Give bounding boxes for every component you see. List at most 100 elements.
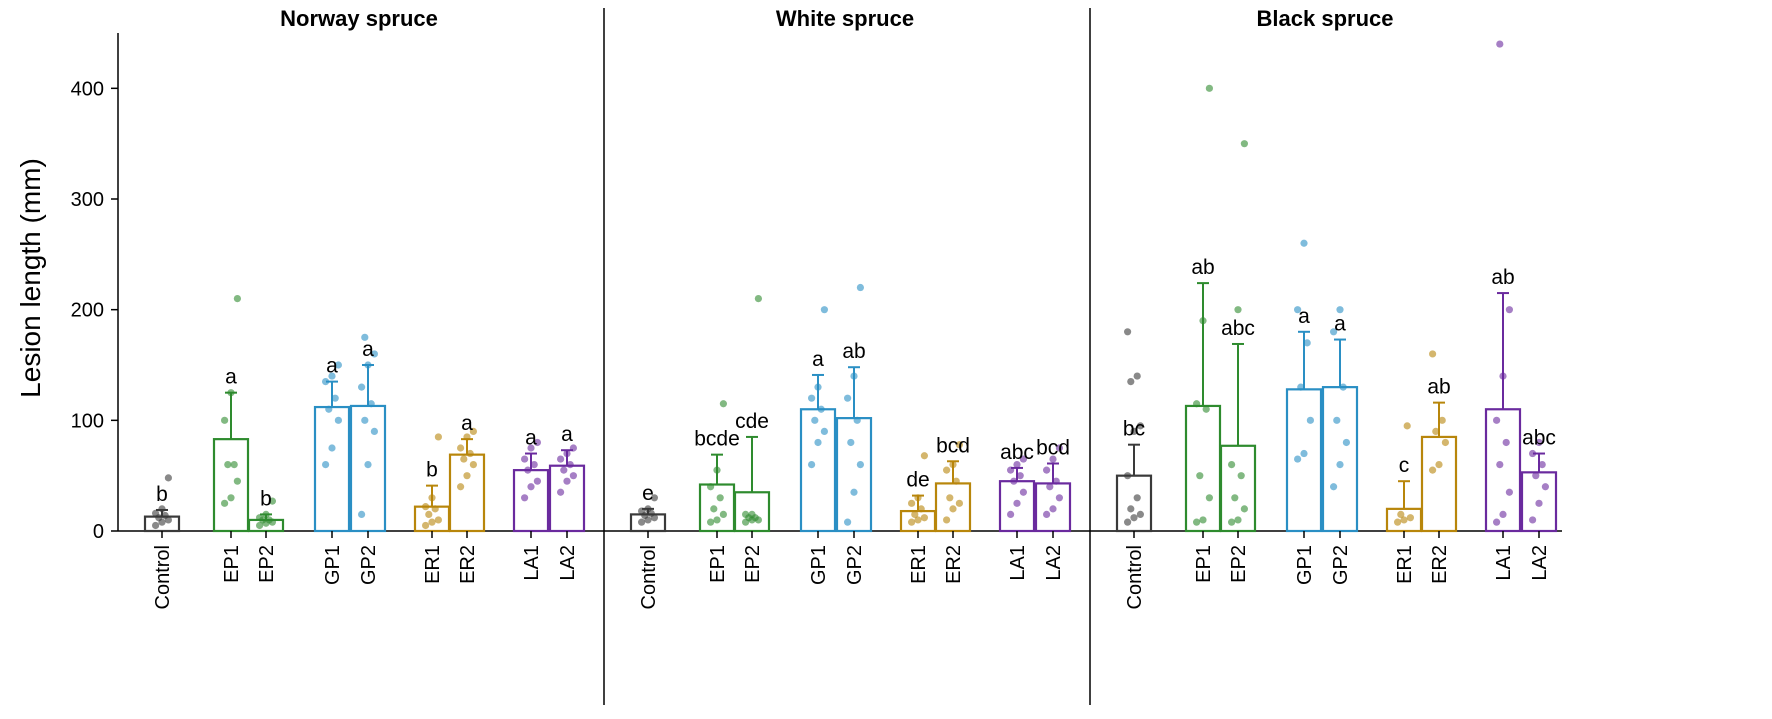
- category-label: ER1: [1394, 545, 1416, 584]
- bar-er2: [448, 453, 486, 533]
- data-point: [1234, 306, 1242, 314]
- data-point: [557, 488, 565, 496]
- data-point: [1010, 477, 1018, 485]
- data-point: [713, 516, 721, 524]
- data-point: [1130, 427, 1138, 435]
- data-point: [422, 521, 430, 530]
- data-point: [224, 461, 232, 469]
- data-point: [431, 505, 439, 513]
- data-point: [1294, 306, 1302, 314]
- data-point: [361, 333, 369, 341]
- data-point: [1438, 416, 1446, 424]
- data-point: [949, 461, 957, 469]
- data-point: [334, 416, 342, 424]
- data-point: [748, 510, 756, 518]
- significance-letter: a: [525, 427, 537, 450]
- data-point: [560, 466, 568, 474]
- data-point: [856, 283, 865, 292]
- significance-letter: a: [1298, 305, 1310, 328]
- data-point: [1333, 416, 1341, 424]
- data-point: [1124, 518, 1132, 526]
- data-point: [1502, 438, 1510, 447]
- category-label: LA2: [1043, 545, 1065, 581]
- data-point: [1205, 494, 1213, 502]
- data-point: [920, 452, 929, 460]
- data-point: [719, 510, 728, 518]
- significance-letter: a: [362, 338, 374, 361]
- y-tick-label: 200: [71, 300, 104, 322]
- data-point: [1196, 472, 1204, 480]
- data-point: [638, 518, 646, 526]
- bar-gp2: [349, 404, 387, 533]
- data-point: [811, 416, 819, 424]
- data-point: [460, 455, 468, 463]
- category-label: EP2: [256, 545, 278, 583]
- data-point: [1300, 449, 1308, 458]
- bar-control: [1115, 474, 1153, 533]
- data-point: [1133, 372, 1141, 380]
- panels: Norway spruce b Control a EP1 b EP2 a GP1 a GP2 b ER…: [143, 6, 1558, 609]
- data-point: [227, 389, 235, 397]
- y-axis-label: Lesion length (mm): [15, 158, 46, 398]
- panel-title: Black spruce: [1257, 6, 1394, 31]
- data-point: [850, 488, 858, 496]
- data-point: [569, 472, 578, 480]
- data-point: [469, 427, 477, 435]
- data-point: [563, 449, 571, 458]
- data-point: [1330, 328, 1338, 336]
- data-point: [650, 494, 659, 502]
- data-point: [1432, 427, 1440, 435]
- data-point: [221, 416, 229, 424]
- data-point: [817, 405, 825, 413]
- data-point: [713, 466, 721, 474]
- data-point: [1231, 494, 1239, 502]
- data-point: [1429, 466, 1437, 474]
- category-label: LA2: [557, 545, 579, 581]
- category-label: Control: [638, 545, 660, 609]
- data-point: [463, 472, 471, 480]
- data-point: [361, 416, 369, 424]
- data-point: [1532, 472, 1540, 480]
- significance-letter: b: [260, 487, 272, 510]
- bar-ep1: [212, 438, 250, 533]
- data-point: [1240, 505, 1248, 513]
- bar-gp1: [799, 408, 837, 533]
- significance-letter: abc: [1522, 427, 1556, 450]
- data-point: [566, 461, 574, 469]
- data-point: [1199, 516, 1207, 524]
- data-point: [1499, 510, 1507, 518]
- data-point: [256, 514, 264, 522]
- data-point: [1016, 472, 1024, 480]
- data-point: [1013, 461, 1021, 469]
- data-point: [370, 427, 378, 435]
- panel-white-spruce: White spruce e Control bcde EP1 cde EP2 a GP1 ab G…: [629, 6, 1072, 609]
- data-point: [1496, 461, 1504, 469]
- data-point: [527, 444, 535, 452]
- data-point: [716, 494, 724, 502]
- data-point: [1046, 483, 1054, 491]
- data-point: [1339, 383, 1347, 391]
- data-point: [1013, 499, 1021, 507]
- y-tick-label: 100: [71, 410, 104, 432]
- data-point: [233, 477, 241, 485]
- significance-letter: abc: [1000, 441, 1034, 464]
- bar-ep1: [1184, 404, 1222, 533]
- data-point: [1237, 472, 1245, 480]
- bar-gp2: [1321, 386, 1359, 533]
- data-point: [364, 361, 372, 369]
- data-point: [1133, 494, 1141, 502]
- data-point: [533, 477, 542, 485]
- data-point: [256, 521, 264, 530]
- data-point: [325, 405, 333, 413]
- significance-letter: a: [461, 412, 473, 435]
- data-point: [1300, 239, 1308, 247]
- data-point: [1055, 494, 1063, 502]
- data-point: [331, 394, 339, 402]
- category-label: EP1: [221, 545, 243, 583]
- data-point: [847, 438, 855, 447]
- category-label: ER2: [457, 545, 479, 584]
- data-point: [152, 521, 160, 530]
- significance-letter: a: [225, 366, 237, 389]
- data-point: [707, 483, 715, 491]
- data-point: [1538, 461, 1546, 469]
